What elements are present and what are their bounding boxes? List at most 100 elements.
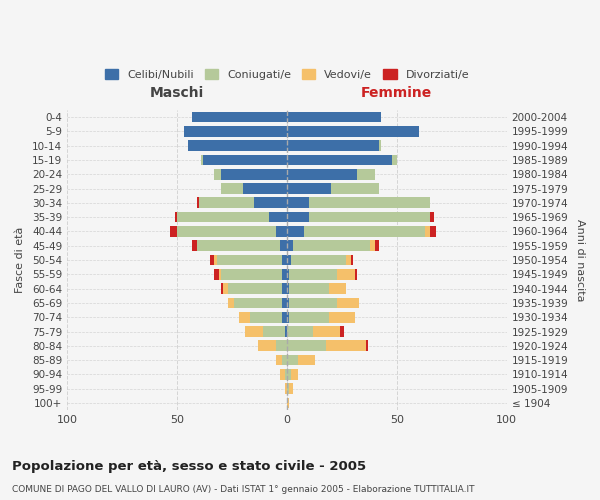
Bar <box>289 269 337 280</box>
Bar <box>304 226 425 237</box>
Bar <box>313 326 340 337</box>
Bar <box>283 254 287 266</box>
Bar <box>234 298 283 308</box>
Bar <box>287 198 309 208</box>
Bar <box>283 283 287 294</box>
Bar <box>350 254 353 266</box>
Text: Femmine: Femmine <box>361 86 433 100</box>
Bar <box>293 240 370 251</box>
Bar <box>287 212 309 222</box>
Bar <box>287 112 382 122</box>
Bar <box>259 340 276 351</box>
Bar <box>309 198 430 208</box>
Bar <box>287 340 326 351</box>
Bar <box>326 340 366 351</box>
Bar <box>283 312 287 322</box>
Bar <box>425 226 430 237</box>
Bar <box>221 269 283 280</box>
Bar <box>375 240 379 251</box>
Bar <box>177 226 276 237</box>
Bar <box>227 298 234 308</box>
Bar <box>188 140 287 151</box>
Bar <box>210 254 214 266</box>
Bar <box>177 212 269 222</box>
Bar <box>170 226 177 237</box>
Bar <box>287 269 289 280</box>
Bar <box>291 369 298 380</box>
Bar <box>289 298 337 308</box>
Text: Maschi: Maschi <box>150 86 204 100</box>
Bar <box>223 283 227 294</box>
Bar <box>289 283 329 294</box>
Text: COMUNE DI PAGO DEL VALLO DI LAURO (AV) - Dati ISTAT 1° gennaio 2005 - Elaborazio: COMUNE DI PAGO DEL VALLO DI LAURO (AV) -… <box>12 485 475 494</box>
Bar <box>184 126 287 136</box>
Bar <box>298 354 316 366</box>
Bar <box>392 154 397 166</box>
Bar <box>193 240 197 251</box>
Bar <box>219 269 221 280</box>
Bar <box>329 312 355 322</box>
Bar <box>331 183 379 194</box>
Bar <box>276 226 287 237</box>
Bar <box>197 198 199 208</box>
Bar <box>346 254 350 266</box>
Bar <box>287 398 289 408</box>
Bar <box>355 269 357 280</box>
Bar <box>276 340 287 351</box>
Bar <box>263 326 284 337</box>
Bar <box>287 283 289 294</box>
Bar <box>269 212 287 222</box>
Bar <box>199 198 254 208</box>
Bar <box>201 154 203 166</box>
Bar <box>175 212 177 222</box>
Y-axis label: Anni di nascita: Anni di nascita <box>575 219 585 302</box>
Bar <box>221 283 223 294</box>
Bar <box>217 254 283 266</box>
Bar <box>287 326 313 337</box>
Y-axis label: Fasce di età: Fasce di età <box>15 227 25 293</box>
Bar <box>250 312 283 322</box>
Bar <box>214 169 221 179</box>
Bar <box>309 212 430 222</box>
Bar <box>284 369 287 380</box>
Bar <box>287 354 298 366</box>
Bar <box>289 384 293 394</box>
Bar <box>287 254 291 266</box>
Bar <box>337 269 355 280</box>
Bar <box>280 240 287 251</box>
Bar <box>283 298 287 308</box>
Bar <box>284 384 287 394</box>
Bar <box>287 384 289 394</box>
Bar <box>214 254 217 266</box>
Bar <box>329 283 346 294</box>
Bar <box>239 312 250 322</box>
Bar <box>287 312 289 322</box>
Bar <box>430 212 434 222</box>
Legend: Celibi/Nubili, Coniugati/e, Vedovi/e, Divorziati/e: Celibi/Nubili, Coniugati/e, Vedovi/e, Di… <box>100 64 473 84</box>
Bar <box>283 354 287 366</box>
Bar <box>284 326 287 337</box>
Bar <box>243 183 287 194</box>
Bar <box>289 312 329 322</box>
Bar <box>203 154 287 166</box>
Bar <box>197 240 280 251</box>
Bar <box>287 226 304 237</box>
Bar <box>337 298 359 308</box>
Bar <box>287 369 291 380</box>
Bar <box>287 154 392 166</box>
Bar <box>379 140 382 151</box>
Text: Popolazione per età, sesso e stato civile - 2005: Popolazione per età, sesso e stato civil… <box>12 460 366 473</box>
Bar <box>357 169 375 179</box>
Bar <box>287 169 357 179</box>
Bar <box>221 183 243 194</box>
Bar <box>227 283 283 294</box>
Bar <box>287 240 293 251</box>
Bar <box>280 369 284 380</box>
Bar <box>340 326 344 337</box>
Bar <box>370 240 375 251</box>
Bar <box>287 140 379 151</box>
Bar <box>430 226 436 237</box>
Bar <box>221 169 287 179</box>
Bar <box>366 340 368 351</box>
Bar <box>287 183 331 194</box>
